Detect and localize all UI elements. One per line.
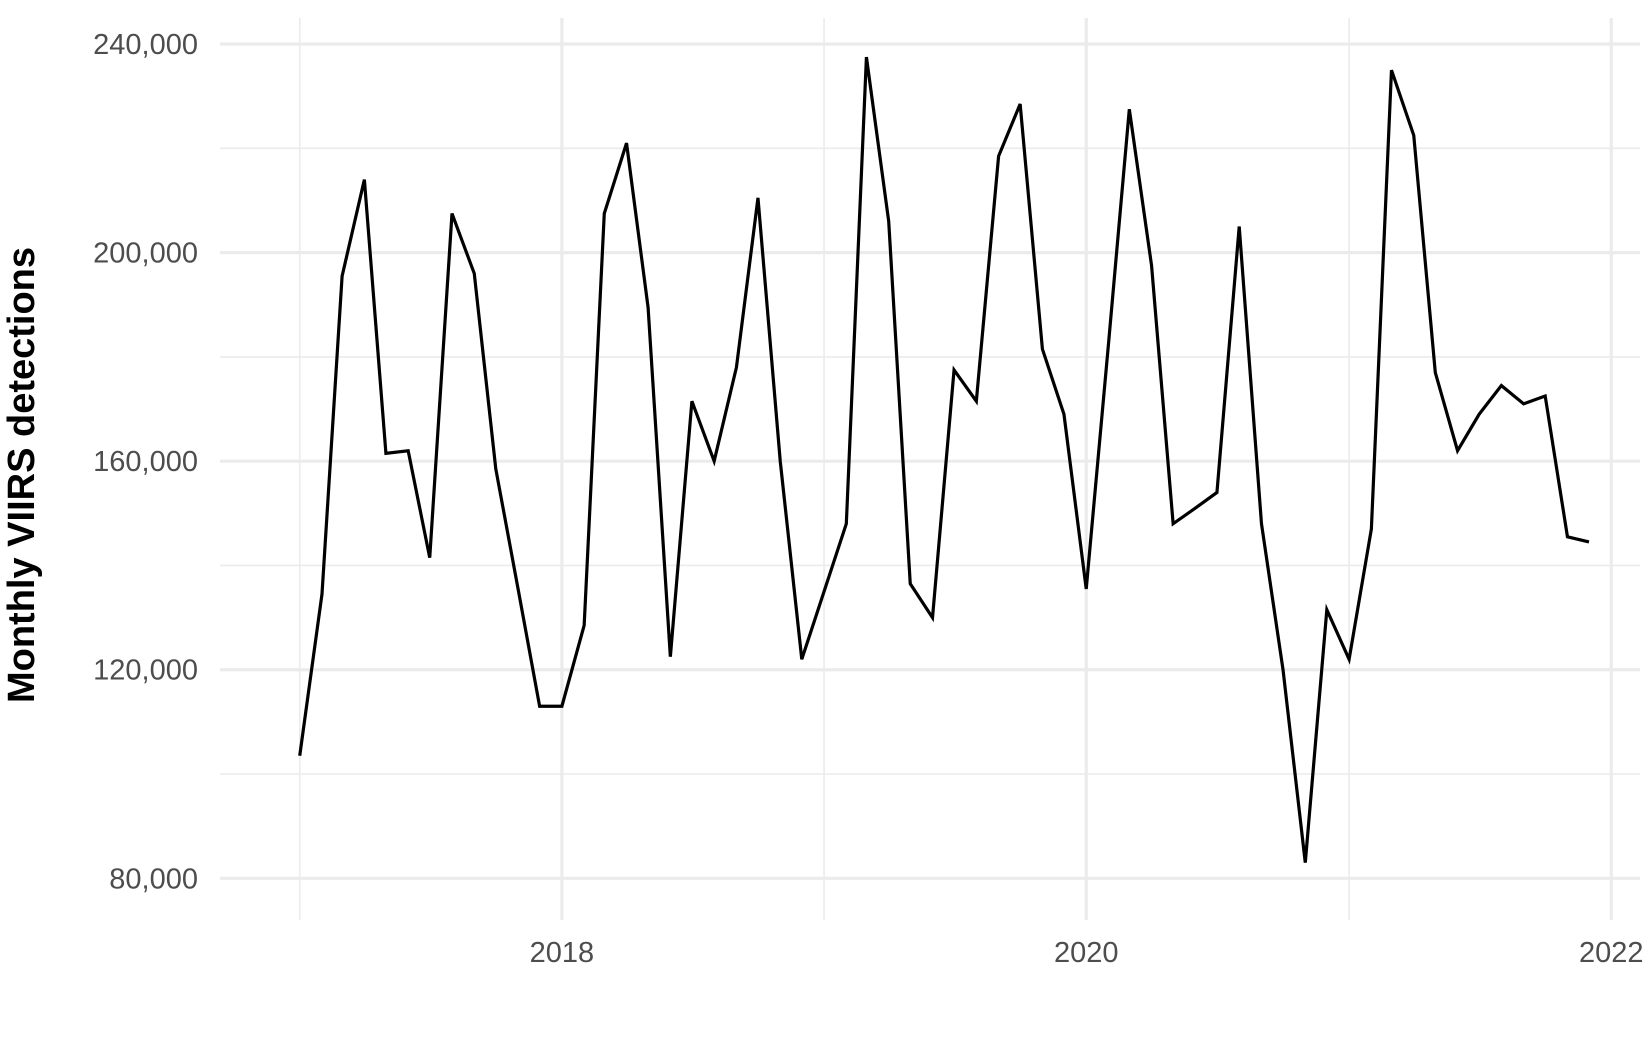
major-gridlines — [220, 18, 1640, 920]
y-axis-title: Monthly VIIRS detections — [1, 247, 43, 703]
x-axis-tick-labels: 2018 2020 2022 — [530, 937, 1644, 969]
series-layer — [298, 56, 1590, 863]
x-tick-label: 2020 — [1054, 937, 1119, 969]
minor-gridlines — [220, 18, 1640, 920]
y-tick-label: 200,000 — [93, 238, 198, 270]
y-axis-tick-labels: 80,000 120,000 160,000 200,000 240,000 — [93, 29, 198, 895]
x-tick-label: 2022 — [1579, 937, 1644, 969]
y-tick-label: 80,000 — [109, 863, 198, 895]
series-line-0 — [298, 56, 1590, 863]
y-tick-label: 240,000 — [93, 29, 198, 61]
y-tick-label: 120,000 — [93, 655, 198, 687]
x-tick-label: 2018 — [530, 937, 595, 969]
y-tick-label: 160,000 — [93, 446, 198, 478]
